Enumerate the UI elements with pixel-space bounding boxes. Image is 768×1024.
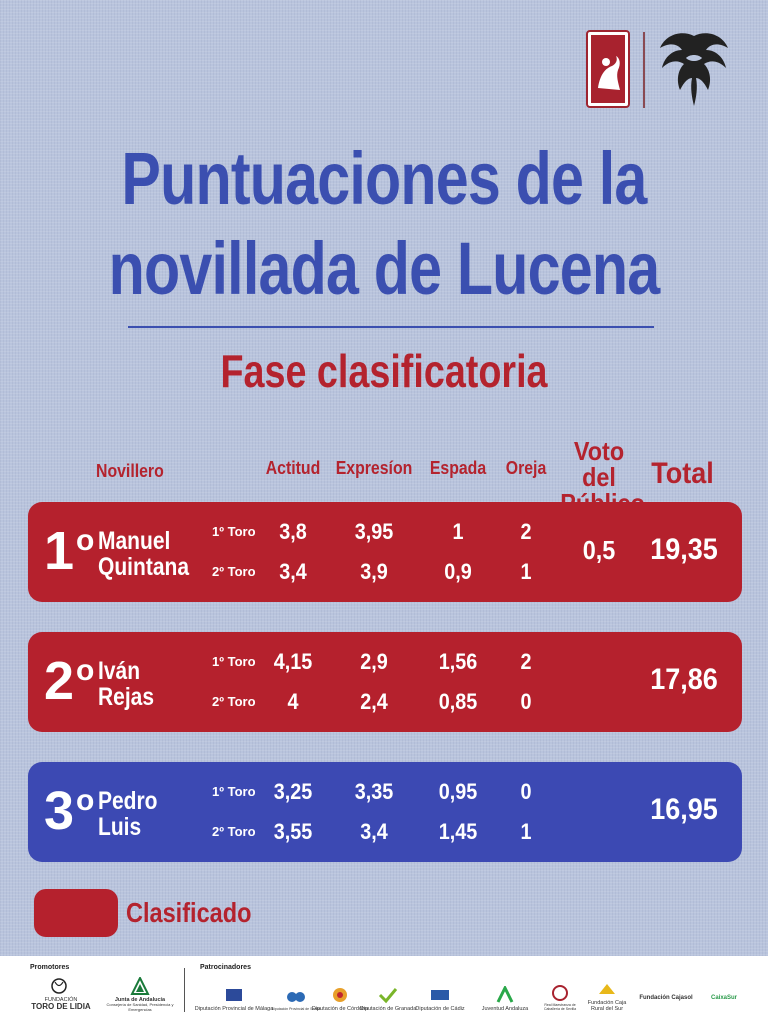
total-score: 16,95 <box>650 793 718 826</box>
toro-1-label: 1º Toro <box>212 784 256 799</box>
sponsor-caja-rural: Fundación Caja Rural del Sur <box>584 972 630 1012</box>
sponsor-name: Fundación Cajasol <box>639 995 693 1002</box>
expresion-toro-2: 2,4 <box>360 689 388 714</box>
sponsor-diputacion-malaga: Diputación Provincial de Málaga <box>194 972 274 1012</box>
sponsor-diputacion-sevilla: Diputación Provincial de Sevilla <box>272 972 320 1012</box>
maestranza-icon <box>552 985 568 1002</box>
oreja-toro-2: 0 <box>520 689 532 714</box>
sponsor-name: Junta de Andalucía <box>114 997 166 1004</box>
sponsor-small: Consejería de Sanidad, Presidencia y Eme… <box>106 1002 174 1012</box>
expresion-toro-1: 3,95 <box>354 519 394 544</box>
espada-toro-2: 0,9 <box>444 559 472 584</box>
sevilla-icon <box>287 992 305 1003</box>
sponsor-diputacion-cadiz: Diputación de Cádiz <box>414 972 466 1012</box>
logo-separator <box>643 32 645 108</box>
cordoba-icon <box>333 987 347 1002</box>
sponsor-fundacion-cajasol: Fundación Cajasol <box>634 972 698 1012</box>
sponsor-name: Diputación de Cádiz <box>415 1005 465 1012</box>
espada-toro-1: 0,95 <box>438 779 478 804</box>
novillero-name: Manuel Quintana <box>98 527 190 582</box>
malaga-icon <box>226 988 242 1001</box>
header-oreja: Oreja <box>505 458 547 478</box>
oreja-toro-2: 1 <box>520 559 532 584</box>
toro-de-lidia-icon <box>51 978 67 994</box>
promotores-label: Promotores <box>30 964 70 971</box>
oreja-toro-1: 2 <box>520 649 532 674</box>
position-number: 2o <box>44 651 95 711</box>
toro-2-label: 2º Toro <box>212 824 256 839</box>
position-number: 3o <box>44 781 95 841</box>
actitud-toro-1: 3,25 <box>273 779 313 804</box>
actitud-toro-2: 4 <box>287 689 299 714</box>
toro-1-label: 1º Toro <box>212 524 256 539</box>
expresion-toro-2: 3,9 <box>360 559 388 584</box>
oreja-toro-1: 2 <box>520 519 532 544</box>
toro-card-logo <box>586 30 630 108</box>
toro-2-label: 2º Toro <box>212 694 256 709</box>
legend-label: Clasificado <box>126 897 252 928</box>
cadiz-icon <box>431 989 449 1000</box>
sponsor-diputacion-granada: Diputación de Granada <box>360 972 416 1012</box>
sponsor-name: Diputación Provincial de Málaga <box>194 1005 274 1012</box>
junta-andalucia-icon <box>130 977 150 996</box>
header-total: Total <box>651 457 714 490</box>
total-score: 17,86 <box>650 663 718 696</box>
espada-toro-1: 1,56 <box>438 649 478 674</box>
position-number: 1o <box>44 521 95 581</box>
sponsor-junta-andalucia: Junta de Andalucía Consejería de Sanidad… <box>100 972 180 1012</box>
novillero-name: Pedro Luis <box>98 787 158 842</box>
actitud-toro-2: 3,55 <box>273 819 313 844</box>
sponsor-name: TORO DE LIDIA <box>31 1002 91 1012</box>
title-divider <box>128 326 654 328</box>
result-row-3: 3o Pedro Luis 1º Toro 2º Toro 3,25 3,35 0… <box>28 762 742 862</box>
expresion-toro-1: 3,35 <box>354 779 394 804</box>
header-actitud: Actitud <box>265 458 321 478</box>
result-row-1: 1o Manuel Quintana 1º Toro 2º Toro 3,8 3,… <box>28 502 742 602</box>
sponsor-small: FUNDACIÓN <box>44 997 78 1004</box>
sponsor-real-maestranza: Real Maestranza de Caballería de Sevilla <box>538 972 582 1012</box>
oreja-toro-1: 0 <box>520 779 532 804</box>
oreja-toro-2: 1 <box>520 819 532 844</box>
actitud-toro-1: 3,8 <box>279 519 307 544</box>
sponsor-name: CaixaSur <box>710 995 737 1002</box>
caja-rural-icon <box>599 983 615 994</box>
voto-publico-value: 0,5 <box>582 535 616 565</box>
actitud-toro-1: 4,15 <box>273 649 313 674</box>
footer-separator <box>184 968 185 1012</box>
legend-swatch <box>34 889 118 937</box>
espada-toro-1: 1 <box>452 519 464 544</box>
result-row-2: 2o Iván Rejas 1º Toro 2º Toro 4,15 2,9 1,… <box>28 632 742 732</box>
actitud-toro-2: 3,4 <box>279 559 307 584</box>
title-line-2: novillada de Lucena <box>108 227 660 310</box>
total-score: 19,35 <box>650 533 718 566</box>
espada-toro-2: 0,85 <box>438 689 478 714</box>
novillero-name: Iván Rejas <box>98 657 155 712</box>
header-expresion: Expresíon <box>335 458 413 478</box>
sponsor-caixasur: CaixaSur <box>702 972 746 1012</box>
sponsor-diputacion-cordoba: Diputación de Córdoba <box>312 972 368 1012</box>
expresion-toro-1: 2,9 <box>360 649 388 674</box>
sponsor-toro-de-lidia: FUNDACIÓN TORO DE LIDIA <box>26 972 96 1012</box>
sponsor-name: Diputación Provincial de Sevilla <box>271 1007 321 1012</box>
patrocinadores-label: Patrocinadores <box>200 964 251 971</box>
winged-bull-logo <box>660 33 728 106</box>
title-line-1: Puntuaciones de la <box>121 137 647 220</box>
expresion-toro-2: 3,4 <box>360 819 388 844</box>
sponsor-name: Real Maestranza de Caballería de Sevilla <box>543 1003 577 1012</box>
sponsor-name: Juventud Andaluza <box>481 1005 529 1012</box>
subtitle: Fase clasificatoria <box>220 345 548 397</box>
espada-toro-2: 1,45 <box>438 819 478 844</box>
sponsor-name: Diputación de Granada <box>359 1005 417 1012</box>
sponsor-name: Diputación de Córdoba <box>311 1005 369 1012</box>
toro-2-label: 2º Toro <box>212 564 256 579</box>
header-novillero: Novillero <box>96 461 164 481</box>
sponsor-juventud-andaluza: Juventud Andaluza <box>476 972 534 1012</box>
juventud-icon <box>496 985 514 1003</box>
toro-1-label: 1º Toro <box>212 654 256 669</box>
granada-icon <box>378 987 398 1004</box>
sponsor-name: Fundación Caja Rural del Sur <box>587 999 627 1012</box>
header-espada: Espada <box>429 458 487 478</box>
footer-sponsors: Promotores Patrocinadores FUNDACIÓN TORO… <box>0 956 768 1024</box>
top-logos <box>586 28 736 112</box>
